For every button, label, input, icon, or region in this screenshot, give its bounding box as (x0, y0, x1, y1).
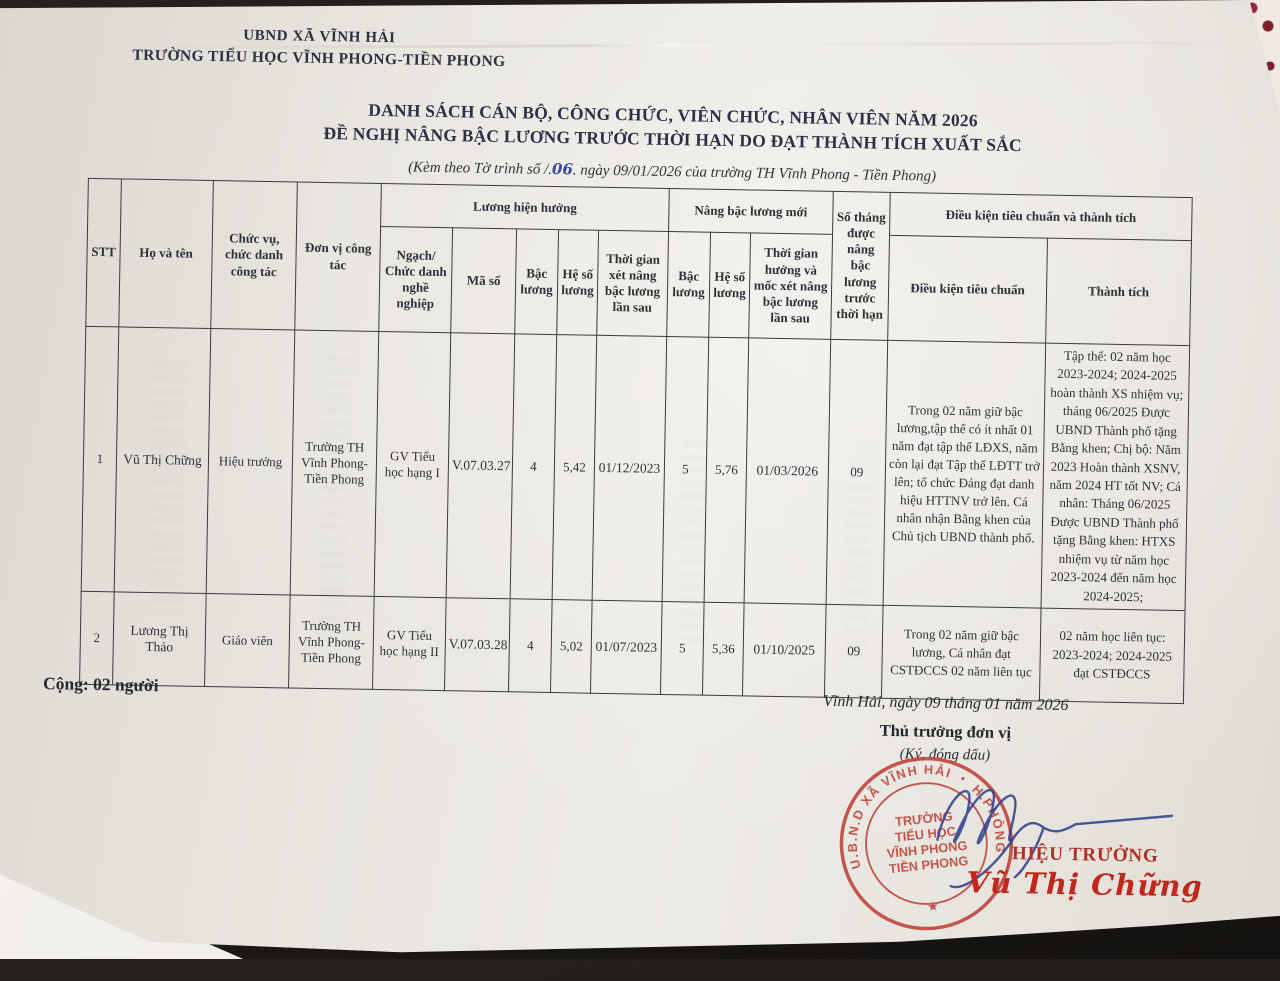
page-bleedthrough-smudge (149, 362, 188, 613)
cell-new-coef: 5,76 (704, 337, 749, 603)
col-header-rank: Ngạch/ Chức danh nghề nghiệp (378, 226, 453, 333)
col-header-stt: STT (85, 178, 122, 327)
col-header-code: Mã số (450, 227, 517, 334)
cell-coef: 5,42 (552, 334, 597, 601)
stamp-star-icon: ★ (926, 898, 939, 914)
handwritten-document-number: 06 (551, 159, 574, 179)
cell-grade: 4 (510, 333, 557, 600)
col-header-months: Số tháng được nâng bậc lương trước thời … (830, 191, 891, 341)
group-header-current-salary: Lương hiện hưởng (380, 183, 670, 232)
col-header-new-effect: Thời gian hưởng và mốc xét nâng bậc lươn… (748, 232, 833, 340)
col-header-name: Họ và tên (118, 178, 214, 329)
col-header-grade: Bậc lương (514, 228, 559, 335)
subtitle-suffix: . ngày 09/01/2026 của trường TH Vĩnh Pho… (572, 162, 937, 185)
cell-achievement: 02 năm học liên tục: 2023-2024; 2024-202… (1039, 608, 1186, 704)
subtitle-prefix: (Kèm theo Tờ trình số /. (407, 159, 553, 178)
handwritten-signature (936, 788, 1174, 889)
cell-code: V.07.03.28 (444, 597, 511, 692)
org-parent-name: UBND XÃ VĨNH HẢI (243, 27, 396, 47)
page-bleedthrough-smudge (843, 484, 871, 665)
document-title-block: DANH SÁCH CÁN BỘ, CÔNG CHỨC, VIÊN CHỨC, … (173, 96, 1174, 158)
salary-raise-table: STT Họ và tên Chức vụ, chức danh công tá… (79, 178, 1193, 704)
official-round-stamp: U.B.N.D XÃ VĨNH HẢI ・ H.PHÒNG ★ TRƯỜNG T… (837, 754, 1014, 931)
cell-grade: 4 (508, 598, 553, 693)
org-school-name: TRƯỜNG TIỂU HỌC VĨNH PHONG-TIỀN PHONG (132, 46, 506, 71)
col-header-condition: Điều kiện tiêu chuẩn (887, 235, 1048, 344)
position-label: HIỆU TRƯỞNG (1011, 843, 1159, 867)
cell-position: Giáo viên (204, 593, 291, 688)
col-header-new-grade: Bậc lương (666, 231, 711, 338)
cell-rank: GV Tiểu học hạng I (374, 331, 451, 598)
col-header-unit: Đơn vị công tác (294, 182, 382, 332)
page-bleedthrough-smudge (678, 441, 709, 642)
cell-next-review: 01/12/2023 (592, 335, 667, 602)
col-header-new-coef: Hệ số lương (708, 232, 751, 338)
group-header-conditions: Điều kiện tiêu chuẩn và thành tích (889, 192, 1193, 241)
stamp-center-line-1: TRƯỜNG (894, 808, 953, 829)
cell-rank: GV Tiểu học hạng II (372, 596, 447, 691)
table-row: 1 Vũ Thị Chững Hiệu trưởng Trường TH Vĩn… (81, 326, 1190, 611)
col-header-achievement: Thành tích (1045, 238, 1192, 346)
signer-title: Thủ trưởng đơn vị (879, 720, 1012, 743)
issuing-org-block: UBND XÃ VĨNH HẢI TRƯỜNG TIỂU HỌC VĨNH PH… (99, 25, 540, 72)
col-header-next-review: Thời gian xét nâng bậc lương lần sau (596, 230, 669, 337)
total-count: Cộng: 02 người (42, 673, 159, 696)
table-row: 2 Lương Thị Thảo Giáo viên Trường TH Vĩn… (79, 591, 1186, 704)
document-sheet: UBND XÃ VĨNH HẢI TRƯỜNG TIỂU HỌC VĨNH PH… (0, 0, 1280, 953)
cell-new-effect: 01/03/2026 (744, 337, 831, 605)
signer-name: Vũ Thị Chững (966, 865, 1204, 904)
page-bleedthrough-smudge (318, 355, 352, 636)
cell-achievement: Tập thể: 02 năm học 2023-2024; 2024-2025… (1041, 343, 1190, 611)
cell-new-coef: 5,36 (702, 602, 745, 696)
col-header-position: Chức vụ, chức danh công tác (210, 180, 298, 330)
cell-next-review: 01/07/2023 (590, 600, 663, 695)
cell-condition: Trong 02 năm giữ bậc lương, Cá nhân đạt … (881, 605, 1042, 702)
group-header-new-salary: Nâng bậc lương mới (668, 188, 834, 235)
cell-stt: 1 (81, 326, 119, 592)
cell-condition: Trong 02 năm giữ bậc lương,tập thể có ít… (883, 340, 1046, 609)
cell-code: V.07.03.27 (446, 332, 515, 599)
cell-position: Hiệu trưởng (206, 328, 295, 595)
col-header-coef: Hệ số lương (556, 229, 599, 336)
cell-coef: 5,02 (550, 599, 593, 694)
cell-new-effect: 01/10/2025 (742, 602, 827, 698)
cell-stt: 2 (79, 591, 115, 685)
